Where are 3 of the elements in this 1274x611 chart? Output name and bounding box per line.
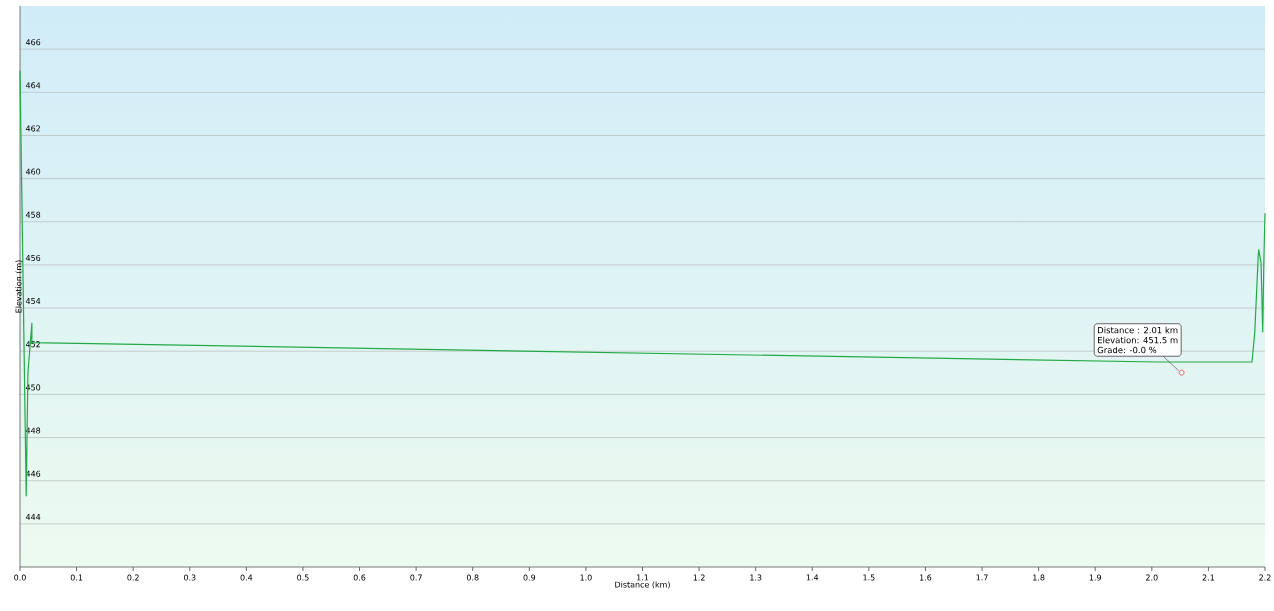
annotation: Grade: -0.0 % <box>1097 346 1157 354</box>
annotation: Elevation: 451.5 m <box>1098 336 1178 344</box>
annotation: Distance : 2.01 km <box>1098 326 1178 334</box>
